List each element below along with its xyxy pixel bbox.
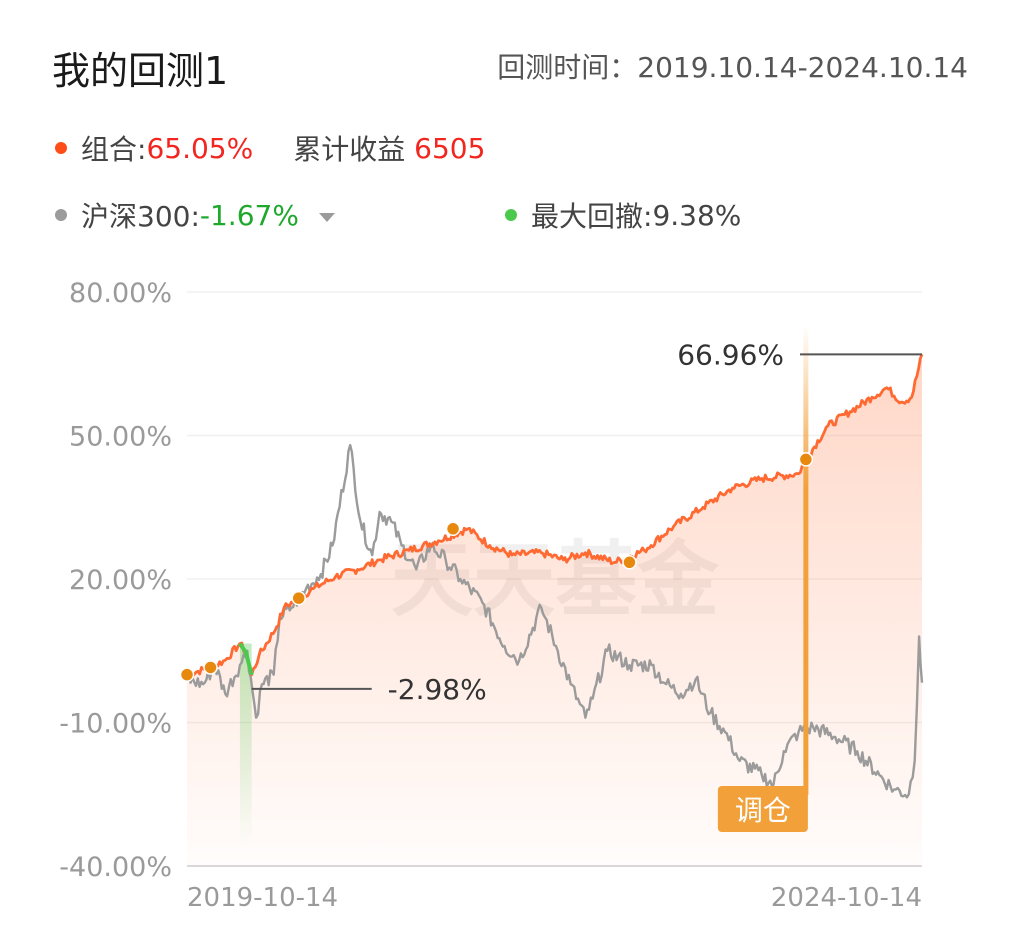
drawdown-line [238,642,254,676]
rebalance-marker [179,667,195,682]
y-tick-label: -10.00% [59,709,172,740]
rebalance-tag-label: 调仓 [735,794,791,827]
benchmark-dot [55,209,67,221]
rebalance-marker [291,590,306,606]
drawdown-label: 最大回撤: [531,200,653,233]
chevron-down-icon[interactable] [318,212,335,222]
legend-drawdown: 最大回撤: 9.38% [505,195,741,235]
rebalance-marker [203,660,218,675]
portfolio-value: 65.05% [146,131,254,165]
y-tick-label: 50.00% [69,422,172,453]
benchmark-line [186,443,924,799]
rebalance-bar [803,325,809,795]
rebalance-marker [798,452,814,467]
legend-portfolio: 组合: 65.05% 累计收益 6505 [55,128,485,168]
backtest-period: 回测时间：2019.10.14-2024.10.14 [497,46,968,86]
portfolio-label: 组合: [81,133,147,166]
benchmark-label: 沪深300: [81,200,200,233]
x-tick-label: 2019-10-14 [187,883,338,913]
annotation-label: 66.96% [677,338,784,371]
period-label: 回测时间： [497,51,638,84]
cumulative-value: 6505 [414,131,486,165]
drawdown-area [239,643,252,846]
y-tick-label: -40.00% [59,852,172,883]
x-tick-label: 2024-10-14 [771,883,922,913]
rebalance-marker [445,521,461,537]
drawdown-dot [505,209,517,221]
cumulative-label: 累计收益 [293,133,406,166]
page-title: 我的回测1 [52,49,229,93]
period-value: 2019.10.14-2024.10.14 [637,51,968,84]
portfolio-area [187,354,922,866]
drawdown-value: 9.38% [652,198,742,232]
rebalance-tag-bg [717,786,808,832]
y-tick-label: 80.00% [69,278,172,309]
legend-benchmark[interactable]: 沪深300: -1.67% [55,195,335,235]
y-tick-label: 20.00% [69,565,172,596]
rebalance-marker [622,555,637,570]
portfolio-dot [55,142,67,154]
rebalance-tag: 调仓 [717,786,808,832]
benchmark-value: -1.67% [199,198,299,232]
portfolio-line [186,353,924,678]
annotation-label: -2.98% [388,673,487,706]
